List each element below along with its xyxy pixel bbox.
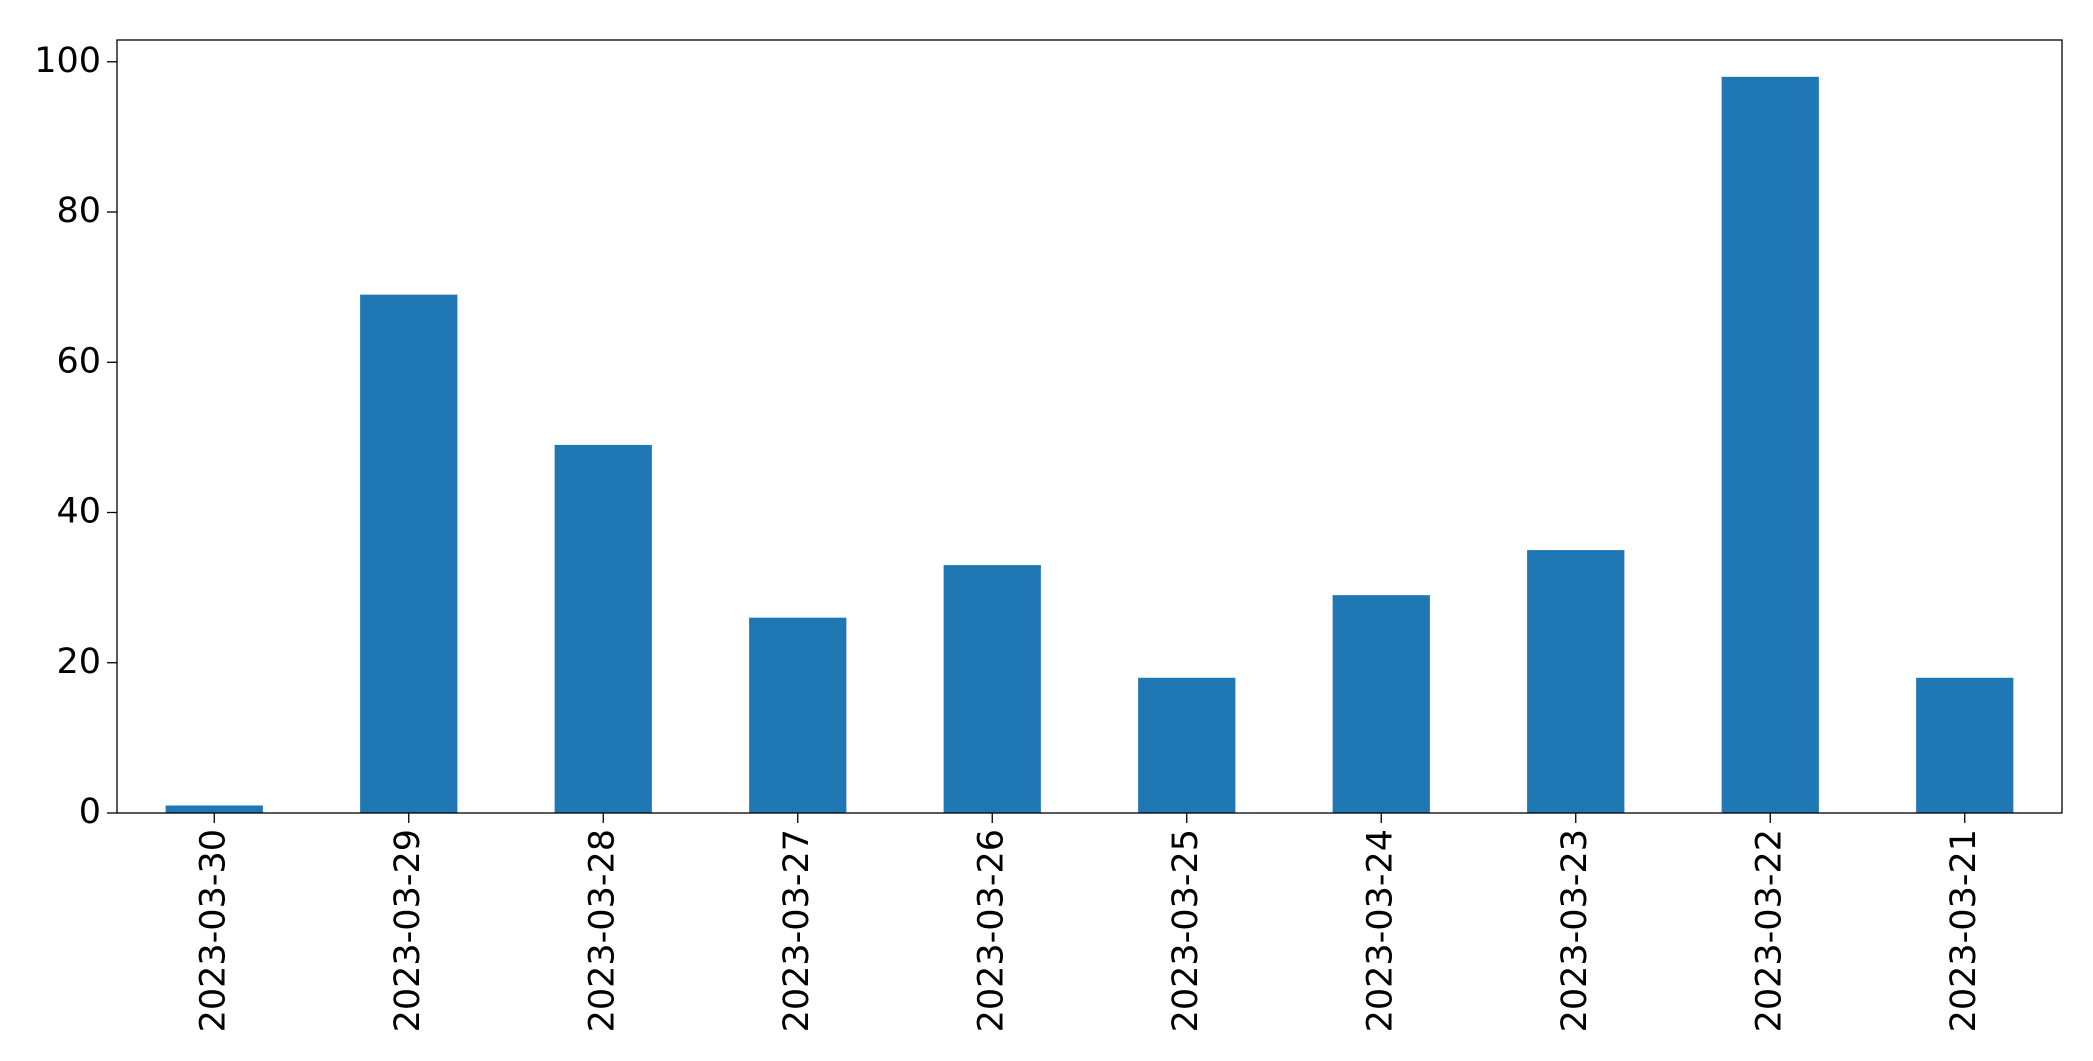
bar xyxy=(554,444,652,813)
x-tick-label: 2023-03-21 xyxy=(1944,829,1984,1032)
bar xyxy=(1527,550,1625,813)
bar xyxy=(1916,677,2014,813)
bar xyxy=(1332,595,1430,813)
x-tick-label: 2023-03-26 xyxy=(971,829,1011,1032)
bar xyxy=(943,565,1041,813)
y-tick-label: 20 xyxy=(56,642,101,682)
y-tick-label: 100 xyxy=(34,41,101,81)
bar xyxy=(360,294,458,813)
bar xyxy=(749,617,847,813)
x-tick-label: 2023-03-28 xyxy=(582,829,622,1032)
x-tick-label: 2023-03-24 xyxy=(1360,829,1400,1032)
y-tick-label: 0 xyxy=(79,792,101,832)
y-tick-label: 40 xyxy=(56,492,101,532)
x-tick-label: 2023-03-23 xyxy=(1555,829,1595,1032)
x-tick-label: 2023-03-27 xyxy=(777,829,817,1032)
x-tick-label: 2023-03-30 xyxy=(193,829,233,1032)
plot-frame xyxy=(116,39,2063,814)
bar xyxy=(1138,677,1236,813)
bar xyxy=(1721,76,1819,814)
bar xyxy=(165,805,263,813)
y-tick-label: 80 xyxy=(56,191,101,231)
x-tick-label: 2023-03-22 xyxy=(1749,829,1789,1032)
x-tick-label: 2023-03-25 xyxy=(1166,829,1206,1032)
y-tick-label: 60 xyxy=(56,341,101,381)
x-tick-label: 2023-03-29 xyxy=(388,829,428,1032)
